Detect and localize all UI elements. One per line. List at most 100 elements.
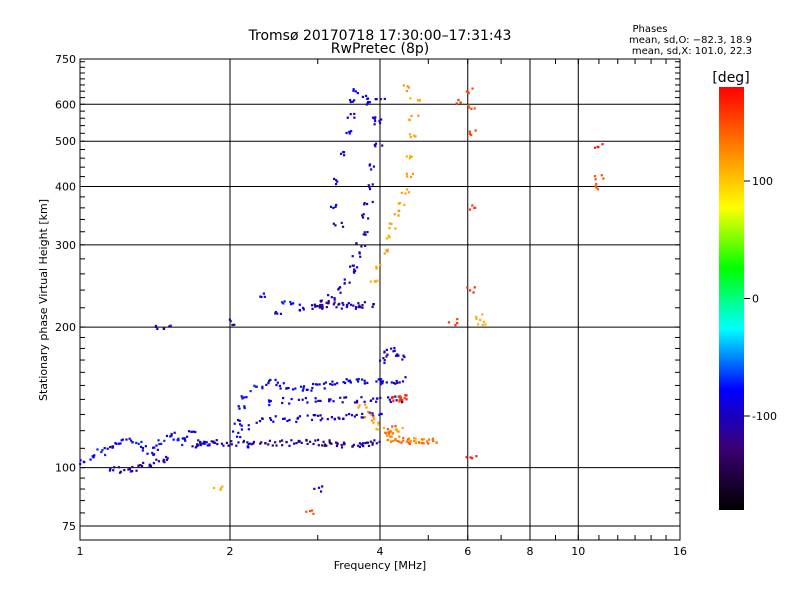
data-point xyxy=(474,129,477,132)
data-point xyxy=(215,439,218,442)
data-point xyxy=(343,282,346,285)
data-point xyxy=(327,302,330,305)
data-point xyxy=(279,312,283,315)
data-point xyxy=(342,154,346,157)
data-point xyxy=(597,146,600,149)
data-point xyxy=(482,320,486,324)
data-point xyxy=(394,438,397,442)
data-point xyxy=(388,227,391,230)
data-point xyxy=(348,132,351,135)
data-point xyxy=(351,445,354,448)
data-point xyxy=(233,422,236,425)
data-point xyxy=(293,442,296,445)
data-point xyxy=(353,415,356,418)
data-point xyxy=(339,152,343,155)
data-point xyxy=(337,416,340,419)
data-point xyxy=(358,251,361,254)
data-point xyxy=(137,442,140,445)
data-point xyxy=(363,301,366,304)
data-point xyxy=(243,396,246,399)
colorbar xyxy=(719,87,744,510)
data-point xyxy=(246,446,250,449)
data-point xyxy=(329,398,332,401)
data-point xyxy=(204,441,207,444)
data-point xyxy=(409,155,412,158)
data-point xyxy=(280,439,284,442)
data-point xyxy=(367,217,370,220)
data-point xyxy=(352,443,355,446)
data-point xyxy=(394,425,397,428)
data-point xyxy=(371,441,374,445)
data-point xyxy=(415,440,418,443)
data-point xyxy=(357,302,360,305)
data-point xyxy=(292,302,295,305)
colorbar-tick-label: 0 xyxy=(752,293,759,306)
data-point xyxy=(194,430,197,434)
data-point xyxy=(185,435,189,438)
data-point xyxy=(385,355,388,358)
data-point xyxy=(468,289,472,292)
data-point xyxy=(398,201,402,205)
data-point xyxy=(370,419,373,422)
data-point xyxy=(467,106,471,109)
data-point xyxy=(347,379,350,382)
data-point xyxy=(362,233,365,236)
x-tick-label: 8 xyxy=(527,545,534,558)
data-point xyxy=(375,442,378,445)
data-point xyxy=(334,205,337,208)
data-point xyxy=(212,486,216,490)
data-point xyxy=(191,445,194,448)
data-point xyxy=(269,417,272,420)
data-point xyxy=(169,435,172,438)
data-point xyxy=(225,441,229,445)
data-point xyxy=(325,306,328,309)
data-point xyxy=(208,443,211,446)
data-point xyxy=(398,398,401,401)
data-point xyxy=(465,90,468,93)
data-point xyxy=(156,448,159,451)
data-point xyxy=(369,280,372,283)
data-point xyxy=(386,248,389,251)
data-point xyxy=(390,347,393,350)
data-point xyxy=(388,433,391,437)
data-point xyxy=(352,89,355,92)
data-point xyxy=(131,465,134,469)
phases-line-o: mean, sd,O: −82.3, 18.9 xyxy=(629,35,752,46)
data-point xyxy=(322,440,325,443)
data-point xyxy=(298,415,302,418)
data-point xyxy=(314,383,318,386)
data-point xyxy=(368,101,371,104)
data-point xyxy=(401,426,404,430)
data-point xyxy=(367,444,371,448)
data-point xyxy=(203,442,206,445)
data-point xyxy=(392,400,395,403)
data-point xyxy=(357,378,360,381)
data-point xyxy=(346,303,349,306)
data-point xyxy=(310,304,314,307)
data-point xyxy=(325,444,328,447)
data-point xyxy=(332,400,335,403)
data-point xyxy=(246,441,249,444)
data-point xyxy=(227,444,230,447)
data-point xyxy=(341,301,344,305)
data-point xyxy=(192,430,195,433)
data-point xyxy=(361,378,364,381)
data-point xyxy=(267,399,271,402)
data-point xyxy=(381,382,384,385)
data-point xyxy=(368,187,372,191)
data-point xyxy=(385,249,388,252)
data-point xyxy=(387,234,390,237)
data-point xyxy=(268,400,271,403)
data-point xyxy=(354,306,358,309)
data-point xyxy=(357,406,360,409)
data-point xyxy=(349,100,352,104)
data-point xyxy=(111,445,114,448)
data-point xyxy=(240,428,244,431)
data-point xyxy=(154,324,158,328)
data-point xyxy=(117,466,121,469)
data-point xyxy=(295,442,298,445)
data-point xyxy=(314,414,317,417)
data-point xyxy=(302,308,305,311)
data-point xyxy=(333,383,337,386)
data-point xyxy=(371,183,374,186)
